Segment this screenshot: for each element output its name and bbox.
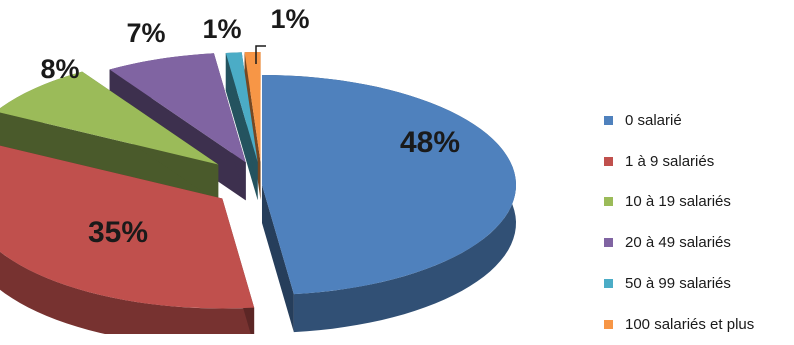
legend-item-5: 100 salariés et plus xyxy=(604,304,754,345)
legend-swatch-4 xyxy=(604,279,613,289)
chart-legend: 0 salarié 1 à 9 salariés 10 à 19 salarié… xyxy=(604,100,754,345)
legend-item-0: 0 salarié xyxy=(604,100,754,141)
legend-swatch-5 xyxy=(604,319,613,329)
pie-slice-4 xyxy=(225,52,258,163)
pie-slice-3 xyxy=(109,53,246,163)
legend-swatch-2 xyxy=(604,197,613,207)
legend-item-3: 20 à 49 salariés xyxy=(604,222,754,263)
pie-slice-0 xyxy=(262,75,516,295)
legend-label-3: 20 à 49 salariés xyxy=(625,234,731,252)
slice-edge-2-0 xyxy=(0,112,219,203)
leader-line-5 xyxy=(255,45,266,64)
legend-swatch-0 xyxy=(604,115,613,125)
pie-tops xyxy=(0,52,516,309)
pie-slice-5 xyxy=(244,52,261,163)
legend-swatch-3 xyxy=(604,238,613,248)
legend-item-2: 10 à 19 salariés xyxy=(604,182,754,223)
legend-label-4: 50 à 99 salariés xyxy=(625,275,731,293)
pie-slice-2 xyxy=(0,71,219,165)
legend-swatch-1 xyxy=(604,156,613,166)
legend-label-1: 1 à 9 salariés xyxy=(625,152,715,170)
data-label-5: 1% xyxy=(270,4,309,34)
data-label-3: 7% xyxy=(126,18,165,48)
legend-label-0: 0 salarié xyxy=(625,111,682,129)
data-label-0: 48% xyxy=(400,126,460,159)
pie-data-labels: 48% 35% 8% 7% 1% 1% xyxy=(40,4,460,249)
legend-label-2: 10 à 19 salariés xyxy=(625,193,731,211)
slice-edge-4-0 xyxy=(225,52,258,201)
data-label-1: 35% xyxy=(88,216,148,249)
data-label-2: 8% xyxy=(40,54,79,84)
pie-slice-1 xyxy=(0,145,255,309)
legend-item-4: 50 à 99 salariés xyxy=(604,263,754,304)
pie-chart: 48% 35% 8% 7% 1% 1% xyxy=(0,4,516,334)
data-label-4: 1% xyxy=(202,14,241,44)
slice-wall-1 xyxy=(0,251,255,334)
slice-edge-0-1 xyxy=(262,185,294,333)
legend-item-1: 1 à 9 salariés xyxy=(604,141,754,182)
legend-label-5: 100 salariés et plus xyxy=(625,315,755,333)
